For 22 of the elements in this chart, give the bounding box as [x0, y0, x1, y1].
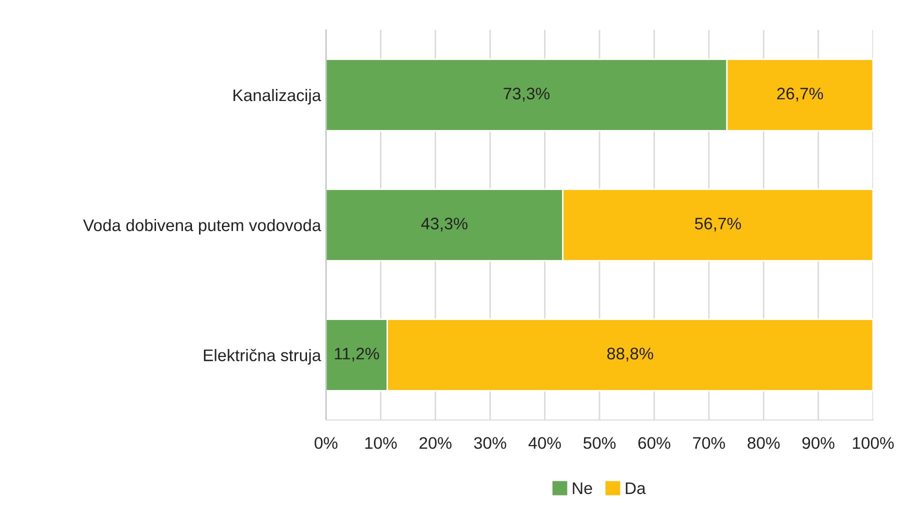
x-tick-label: 40%	[528, 437, 561, 449]
legend-label: Da	[626, 482, 646, 494]
data-label: 43,3%	[421, 218, 468, 232]
y-tick-label: Kanalizacija	[234, 88, 322, 104]
x-tick-label: 80%	[748, 437, 780, 449]
x-tick-label: 0%	[314, 437, 338, 449]
data-label: 26,7%	[777, 88, 824, 102]
data-label: 73,3%	[504, 88, 550, 102]
y-tick-label: Voda dobivena putem vodovoda	[83, 218, 322, 234]
x-tick-label: 50%	[583, 437, 616, 449]
x-tick-label: 90%	[802, 437, 834, 449]
legend-label: Ne	[572, 482, 592, 494]
y-tick-label: Električna struja	[204, 348, 322, 365]
data-label: 11,2%	[334, 348, 380, 362]
data-label: 88,8%	[607, 348, 654, 362]
x-tick-label: 70%	[693, 437, 725, 449]
x-tick-label: 60%	[638, 437, 670, 449]
x-tick-label: 20%	[420, 437, 452, 449]
x-tick-label: 30%	[474, 437, 506, 449]
data-label: 56,7%	[694, 218, 741, 232]
x-tick-label: 100%	[852, 437, 894, 449]
x-tick-label: 10%	[365, 437, 397, 449]
